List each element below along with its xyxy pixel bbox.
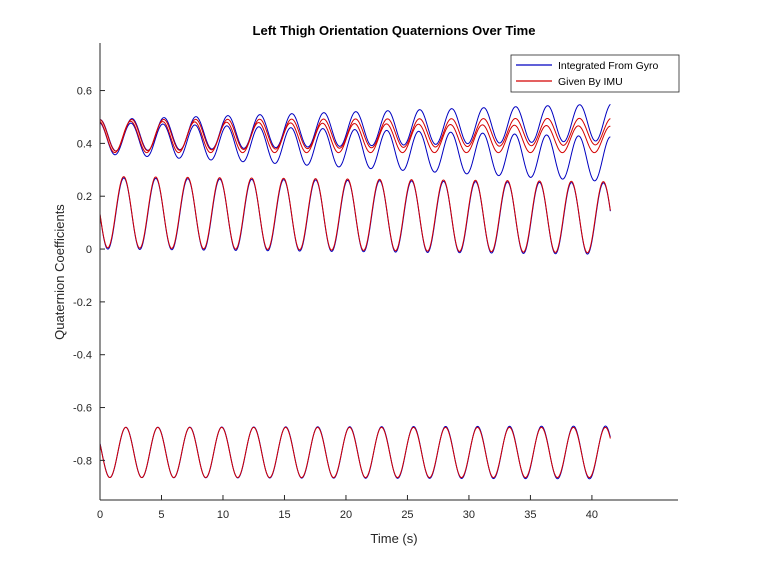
x-ticks: 0 5 10 15 20 25 30 35 40 (97, 495, 598, 521)
legend-label-gyro: Integrated From Gyro (558, 60, 659, 72)
x-tick-label: 0 (97, 509, 103, 521)
series-line-imu-q2 (99, 120, 611, 154)
series-line-imu-q4 (99, 426, 611, 479)
y-tick-label: -0.2 (73, 297, 92, 309)
legend-box (510, 54, 680, 93)
x-tick-label: 10 (217, 509, 229, 521)
y-tick-label: 0.6 (77, 86, 92, 98)
y-tick-label: 0 (86, 244, 92, 256)
x-tick-label: 40 (586, 509, 598, 521)
x-tick-label: 15 (278, 509, 290, 521)
y-ticks: -0.8 -0.6 -0.4 -0.2 0 0.2 0.4 0.6 (73, 86, 105, 467)
y-tick-label: -0.8 (73, 455, 92, 467)
x-tick-label: 25 (401, 509, 413, 521)
x-tick-label: 5 (158, 509, 164, 521)
y-axis-label: Quaternion Coefficients (52, 204, 67, 340)
y-tick-label: 0.4 (77, 138, 92, 150)
axes-layer (99, 43, 678, 501)
series-line-gyro-q2 (99, 122, 611, 182)
series-line-imu-q3 (99, 176, 611, 254)
y-tick-label: -0.6 (73, 403, 92, 415)
x-tick-label: 20 (340, 509, 352, 521)
x-tick-label: 35 (524, 509, 536, 521)
legend-label-imu: Given By IMU (558, 76, 623, 88)
legend: Integrated From Gyro Given By IMU (510, 54, 680, 93)
series-layer (99, 103, 611, 480)
y-tick-label: -0.4 (73, 350, 92, 362)
x-axis-label: Time (s) (370, 531, 417, 546)
x-tick-label: 30 (463, 509, 475, 521)
chart-title: Left Thigh Orientation Quaternions Over … (253, 23, 536, 38)
y-tick-label: 0.2 (77, 191, 92, 203)
